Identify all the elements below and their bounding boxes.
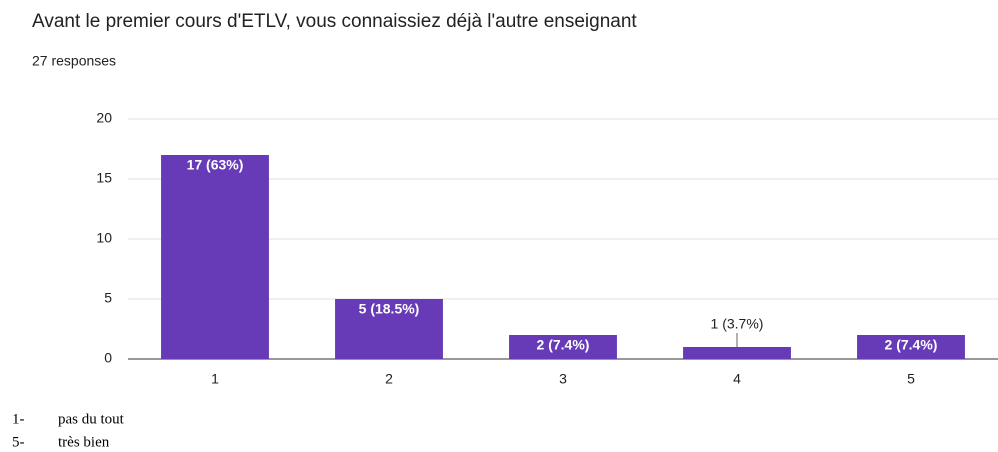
y-tick-label: 10 bbox=[96, 230, 112, 246]
bar bbox=[857, 335, 965, 359]
chart-title: Avant le premier cours d'ETLV, vous conn… bbox=[32, 11, 637, 32]
y-tick-label: 0 bbox=[104, 350, 112, 366]
bar bbox=[161, 155, 269, 359]
x-tick-label: 5 bbox=[907, 371, 915, 387]
data-label: 2 (7.4%) bbox=[537, 337, 590, 353]
bar bbox=[509, 335, 617, 359]
note-text: pas du tout bbox=[58, 411, 125, 427]
bar bbox=[335, 299, 443, 359]
data-label: 1 (3.7%) bbox=[711, 316, 764, 332]
data-label: 2 (7.4%) bbox=[885, 337, 938, 353]
data-label: 5 (18.5%) bbox=[359, 301, 420, 317]
data-label: 17 (63%) bbox=[187, 157, 244, 173]
chart-subtitle: 27 responses bbox=[32, 53, 116, 69]
y-tick-label: 5 bbox=[104, 290, 112, 306]
x-tick-label: 4 bbox=[733, 371, 741, 387]
note-marker: 5- bbox=[12, 434, 25, 450]
x-tick-label: 2 bbox=[385, 371, 393, 387]
x-tick-label: 1 bbox=[211, 371, 219, 387]
y-tick-label: 20 bbox=[96, 110, 112, 126]
y-tick-label: 15 bbox=[96, 170, 112, 186]
x-tick-label: 3 bbox=[559, 371, 567, 387]
note-text: très bien bbox=[58, 434, 110, 450]
note-marker: 1- bbox=[12, 411, 25, 427]
bar bbox=[683, 347, 791, 359]
